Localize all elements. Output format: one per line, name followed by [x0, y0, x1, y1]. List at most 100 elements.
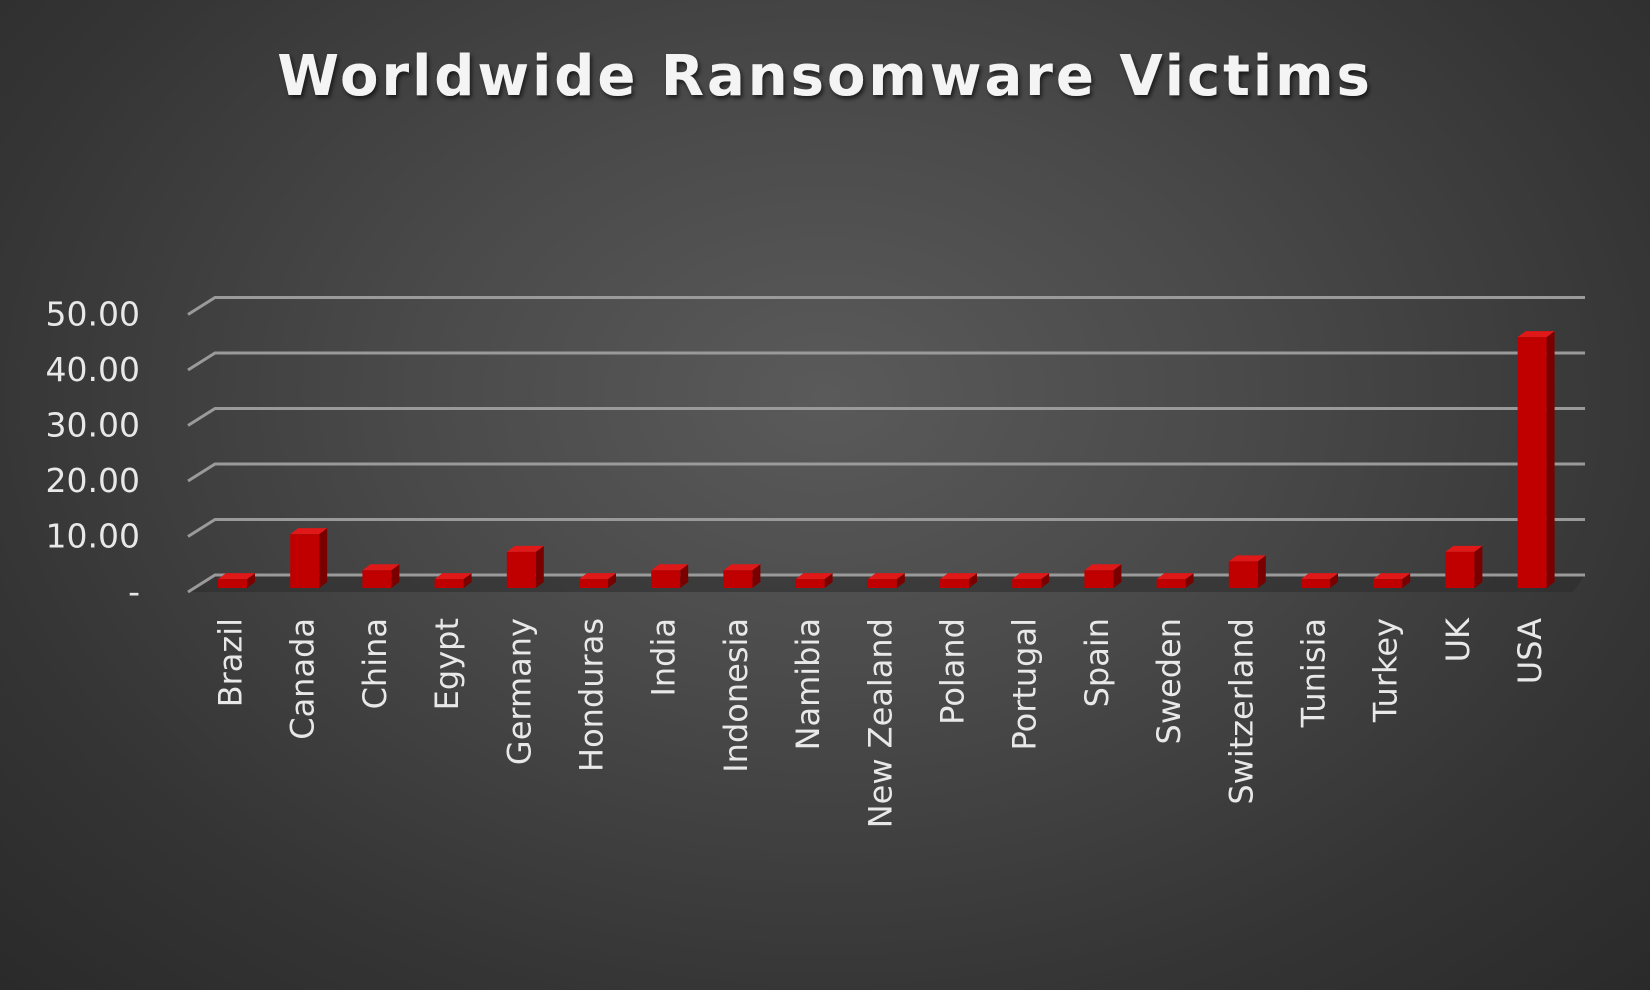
x-tick-label: USA — [1511, 618, 1549, 684]
bar-front — [506, 551, 536, 588]
bar-top — [867, 573, 905, 580]
bar-front — [218, 579, 247, 588]
bar-side — [535, 545, 544, 588]
bar — [1012, 573, 1050, 588]
bar — [795, 573, 833, 588]
bar-side — [1474, 545, 1483, 588]
bar — [1301, 573, 1338, 588]
x-tick-label: Egypt — [428, 618, 466, 710]
bar-top — [1156, 573, 1194, 580]
x-tick-label: Indonesia — [717, 618, 755, 773]
bar-top — [434, 573, 472, 580]
gridline — [187, 296, 1585, 316]
bar — [723, 564, 761, 588]
bar-front — [434, 579, 464, 588]
bar-side — [1257, 555, 1266, 588]
bar-side — [463, 573, 472, 588]
bar-top — [506, 545, 544, 552]
bar-side — [752, 564, 761, 588]
gridline — [187, 407, 1585, 427]
x-tick-label: Canada — [284, 618, 322, 740]
x-tick-label: UK — [1439, 617, 1477, 662]
bar-top — [723, 564, 761, 571]
bar-top — [1228, 555, 1266, 562]
bar-front — [1156, 579, 1186, 588]
bar-front — [579, 579, 608, 588]
y-tick-label: 40.00 — [46, 350, 140, 389]
bar-front — [1445, 551, 1475, 588]
bar-side — [1041, 573, 1050, 588]
x-tick-label: Spain — [1078, 618, 1116, 707]
bar-top — [362, 564, 400, 571]
bar-top — [1517, 331, 1555, 338]
bar-top — [1373, 573, 1411, 580]
x-tick-label: Tunisia — [1295, 618, 1333, 728]
bar — [290, 528, 328, 588]
x-tick-label: Honduras — [573, 618, 611, 772]
y-tick-label: 50.00 — [46, 295, 140, 334]
x-tick-label: Switzerland — [1222, 618, 1260, 805]
bar-front — [1084, 570, 1114, 588]
gridline — [187, 573, 1585, 594]
bar-side — [319, 528, 328, 588]
bar — [1228, 555, 1266, 588]
bar-side — [969, 573, 977, 588]
bar-front — [362, 570, 392, 588]
x-tick-label: India — [645, 618, 683, 697]
bar — [1517, 331, 1555, 588]
bar-side — [1546, 331, 1555, 588]
gridline — [187, 518, 1585, 538]
bar-side — [1185, 573, 1194, 588]
bar-side — [1402, 573, 1411, 588]
bar-front — [723, 570, 753, 588]
bar — [867, 573, 905, 588]
bar — [434, 573, 472, 588]
bar-side — [247, 573, 255, 588]
bar — [1445, 545, 1483, 588]
bar-front — [1373, 579, 1403, 588]
y-tick-label: - — [128, 572, 140, 611]
x-tick-label: China — [356, 618, 394, 709]
bar — [940, 573, 977, 588]
x-tick-label: Sweden — [1150, 618, 1188, 744]
bar-top — [1445, 545, 1483, 552]
bar — [1156, 573, 1194, 588]
bar-top — [651, 564, 689, 571]
y-tick-label: 30.00 — [46, 406, 140, 445]
bar-side — [680, 564, 689, 588]
bar-top — [579, 573, 616, 580]
x-tick-label: Namibia — [789, 618, 827, 750]
bar — [218, 573, 255, 588]
x-tick-label: New Zealand — [861, 618, 899, 828]
bar-front — [1517, 337, 1547, 588]
bar-side — [1113, 564, 1122, 588]
bar — [1084, 564, 1122, 588]
bar-side — [608, 573, 616, 588]
bar-top — [940, 573, 977, 580]
bar-front — [1301, 579, 1330, 588]
bar-front — [940, 579, 969, 588]
x-tick-label: Brazil — [212, 618, 250, 707]
x-axis-ticks: Brazil Canada China Egypt Germany Honduras Ind… — [212, 617, 1550, 828]
bar — [1373, 573, 1411, 588]
bar-front — [1012, 579, 1042, 588]
bar-top — [1084, 564, 1122, 571]
bar-front — [290, 534, 320, 588]
bar-front — [795, 579, 825, 588]
chart-title: Worldwide Ransomware Victims — [277, 44, 1373, 109]
bar-top — [1301, 573, 1338, 580]
bar-top — [795, 573, 833, 580]
bars — [218, 331, 1555, 588]
gridline — [187, 351, 1585, 372]
bar-side — [824, 573, 833, 588]
bar-front — [651, 570, 681, 588]
bar-side — [1330, 573, 1338, 588]
x-tick-label: Germany — [500, 618, 538, 765]
y-axis-ticks: - 10.00 20.00 30.00 40.00 50.00 — [46, 295, 140, 612]
bar-side — [896, 573, 905, 588]
bar-front — [1228, 561, 1258, 588]
gridline — [187, 462, 1585, 483]
y-tick-label: 10.00 — [46, 517, 140, 556]
bar-front — [867, 579, 897, 588]
bar — [506, 545, 544, 588]
